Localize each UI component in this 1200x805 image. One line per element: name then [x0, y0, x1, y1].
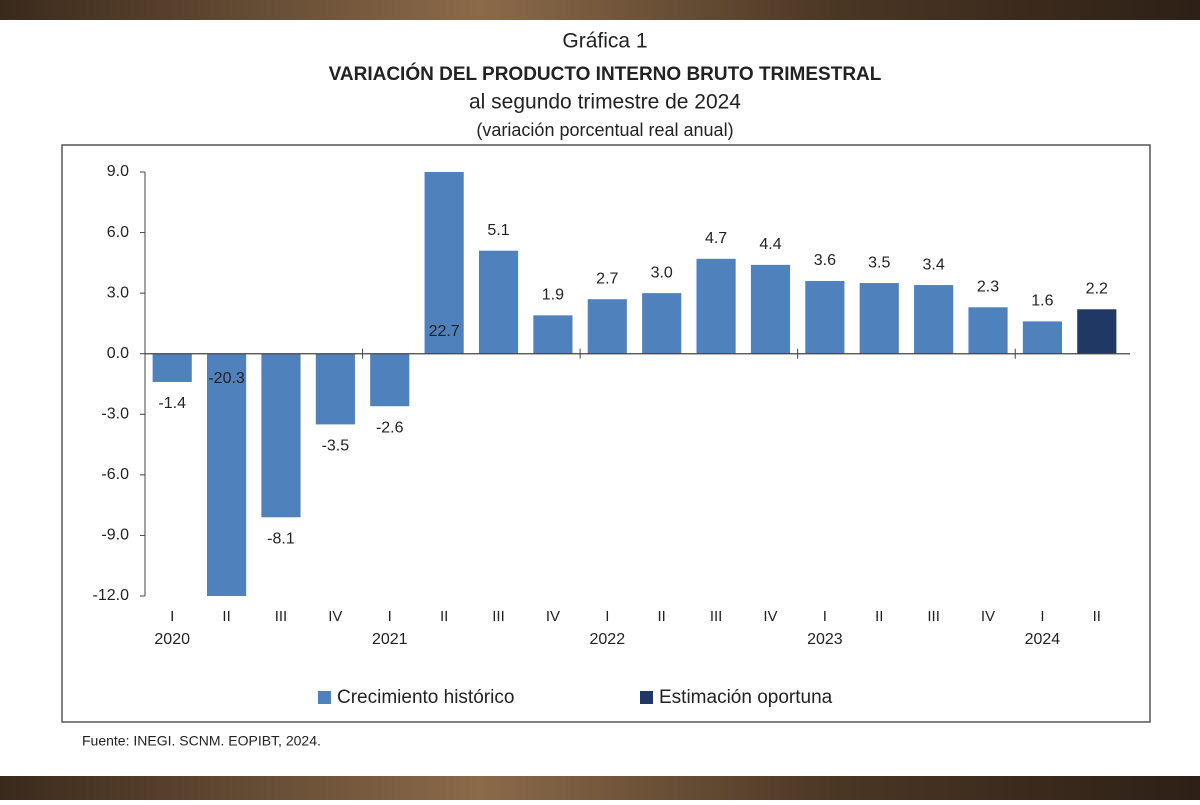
data-label: -1.4	[158, 395, 186, 412]
bar	[696, 258, 736, 354]
x-tick-label: IV	[546, 608, 560, 625]
x-tick-label: IV	[763, 608, 777, 625]
year-label: 2024	[1025, 631, 1061, 648]
chart-subtitle: al segundo trimestre de 2024	[469, 91, 741, 114]
y-tick-label: -3.0	[101, 406, 129, 423]
data-label: -2.6	[376, 419, 404, 436]
y-tick-label: 9.0	[107, 163, 129, 180]
year-label: 2021	[372, 631, 408, 648]
data-label: -20.3	[208, 370, 245, 387]
data-label: 3.0	[651, 264, 673, 281]
data-label: 2.7	[596, 270, 618, 287]
x-tick-label: III	[492, 608, 505, 625]
x-tick-label: II	[440, 608, 448, 625]
year-label: 2023	[807, 631, 843, 648]
x-tick-label: IV	[981, 608, 995, 625]
x-tick-label: I	[605, 608, 609, 625]
bar	[533, 315, 573, 354]
bar	[207, 353, 247, 596]
legend-label: Crecimiento histórico	[337, 687, 514, 708]
bar	[152, 353, 192, 382]
top-border	[0, 0, 1200, 20]
data-label: 4.7	[705, 230, 727, 247]
chart-heading: Gráfica 1	[562, 30, 647, 53]
bar	[859, 283, 899, 354]
y-tick-label: -12.0	[93, 587, 130, 604]
data-label: 3.5	[868, 254, 890, 271]
x-tick-label: III	[275, 608, 288, 625]
bar	[805, 281, 845, 354]
data-label: 2.2	[1086, 281, 1108, 298]
bar	[587, 299, 627, 354]
data-label: 22.7	[429, 323, 460, 340]
bar	[1022, 321, 1062, 354]
bar	[315, 353, 355, 425]
bar	[478, 250, 519, 354]
legend-swatch	[318, 691, 331, 704]
bar	[750, 264, 791, 354]
x-tick-label: II	[222, 608, 230, 625]
bar	[968, 307, 1008, 354]
bar	[370, 353, 410, 407]
bar	[1077, 309, 1117, 354]
data-label: 2.3	[977, 278, 999, 295]
x-tick-label: II	[1093, 608, 1101, 625]
data-label: 3.6	[814, 252, 836, 269]
unit-note: (variación porcentual real anual)	[476, 120, 733, 140]
x-tick-label: I	[388, 608, 392, 625]
bar	[914, 285, 954, 354]
x-tick-label: I	[1040, 608, 1044, 625]
x-tick-label: II	[658, 608, 666, 625]
data-label: 4.4	[759, 236, 781, 253]
x-tick-label: III	[927, 608, 940, 625]
source-note: Fuente: INEGI. SCNM. EOPIBT, 2024.	[82, 733, 321, 749]
y-tick-label: 0.0	[107, 345, 129, 362]
year-label: 2022	[590, 631, 626, 648]
bottom-border	[0, 776, 1200, 800]
year-label: 2020	[154, 631, 190, 648]
x-tick-label: I	[823, 608, 827, 625]
x-tick-label: I	[170, 608, 174, 625]
y-tick-label: 3.0	[107, 284, 129, 301]
bars	[152, 172, 1117, 596]
bar	[424, 172, 464, 354]
x-tick-label: IV	[328, 608, 342, 625]
data-label: 3.4	[923, 256, 945, 273]
x-tick-label: II	[875, 608, 883, 625]
y-tick-label: 6.0	[107, 224, 129, 241]
bar	[261, 353, 301, 518]
data-label: 1.6	[1031, 293, 1053, 310]
legend-label: Estimación oportuna	[659, 687, 833, 708]
data-label: -3.5	[322, 438, 350, 455]
y-tick-label: -6.0	[101, 466, 129, 483]
bar	[642, 293, 682, 354]
y-tick-label: -9.0	[101, 527, 129, 544]
chart-title: VARIACIÓN DEL PRODUCTO INTERNO BRUTO TRI…	[329, 63, 882, 85]
data-label: 1.9	[542, 287, 564, 304]
data-label: 5.1	[487, 222, 509, 239]
legend-swatch	[640, 691, 653, 704]
data-label: -8.1	[267, 530, 295, 547]
x-tick-label: III	[710, 608, 723, 625]
chart-frame	[61, 144, 1151, 723]
